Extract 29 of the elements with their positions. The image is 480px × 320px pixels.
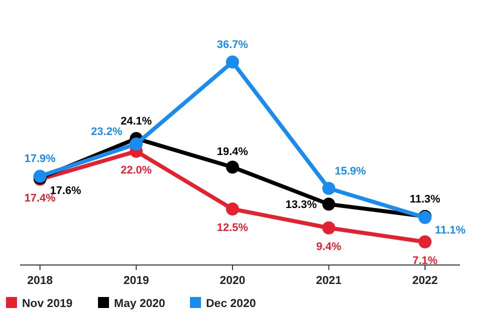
- data-label: 11.1%: [435, 224, 466, 237]
- data-label: 22.0%: [120, 164, 152, 176]
- data-label: 12.5%: [216, 222, 248, 234]
- x-tick-label: 2021: [316, 275, 342, 287]
- data-label: 9.4%: [316, 240, 342, 253]
- data-label: 7.1%: [412, 254, 438, 267]
- point: [322, 182, 336, 195]
- point: [130, 138, 143, 151]
- x-tick-label: 2022: [412, 275, 438, 287]
- data-label: 23.2%: [91, 126, 122, 138]
- point: [322, 198, 336, 211]
- data-label: 24.1%: [120, 116, 152, 128]
- data-label: 19.4%: [216, 146, 248, 158]
- data-label: 17.9%: [24, 153, 56, 166]
- point: [418, 235, 432, 248]
- legend-label: Nov 2019: [22, 298, 73, 310]
- legend-label: May 2020: [114, 298, 166, 310]
- x-tick-label: 2019: [123, 275, 150, 287]
- data-label: 11.3%: [410, 193, 441, 206]
- point: [226, 56, 239, 68]
- legend-label: Dec 2020: [206, 298, 256, 310]
- x-tick-label: 2020: [220, 275, 246, 287]
- point: [226, 160, 239, 174]
- point: [226, 202, 239, 216]
- point: [322, 221, 336, 234]
- x-tick-label: 2018: [27, 275, 54, 287]
- data-label: 15.9%: [334, 165, 366, 178]
- data-label: 13.3%: [286, 199, 317, 212]
- data-label: 36.7%: [216, 39, 248, 51]
